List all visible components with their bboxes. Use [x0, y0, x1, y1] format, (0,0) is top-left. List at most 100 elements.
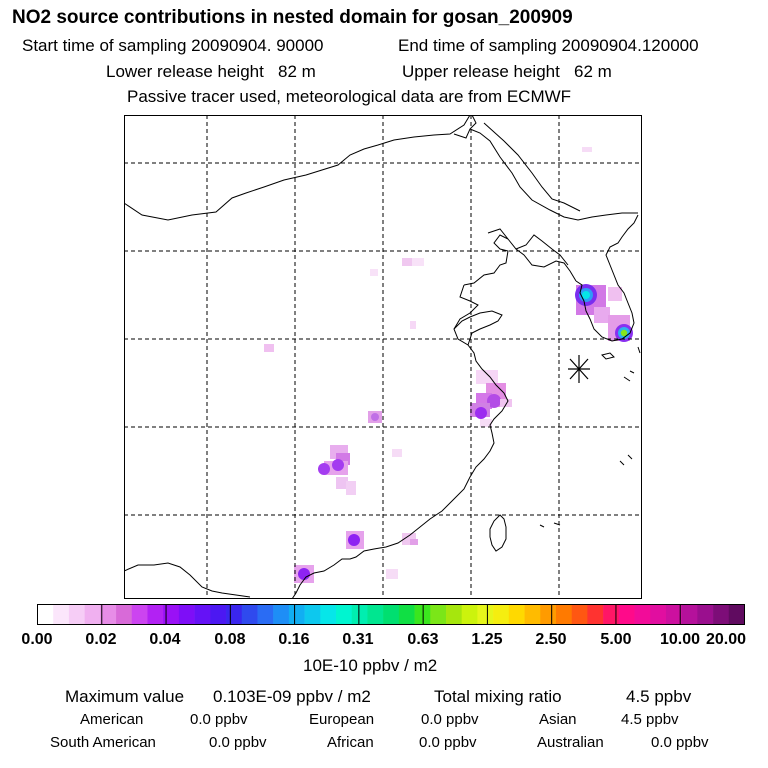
colorbar-tick-label: 0.16	[278, 631, 310, 648]
region-value: 0.0 ppbv	[419, 734, 477, 751]
region-name: Asian	[539, 711, 577, 728]
colorbar-swatch	[163, 604, 180, 625]
colorbar-swatch	[665, 604, 682, 625]
colorbar-swatch	[194, 604, 211, 625]
tsushima-islands	[623, 346, 641, 382]
total-mixing-ratio-label: Total mixing ratio	[434, 687, 562, 706]
taiwan-island	[489, 514, 507, 552]
mongolia-border	[124, 115, 471, 221]
lower-release-label: Lower release height 82 m	[106, 62, 316, 81]
colorbar-swatch	[84, 604, 101, 625]
colorbar-swatch	[304, 604, 321, 625]
colorbar-tick-label: 0.04	[149, 631, 181, 648]
map-frame	[124, 115, 642, 599]
shandong-peninsula	[453, 310, 503, 346]
colorbar-swatch	[147, 604, 164, 625]
colorbar-swatch	[555, 604, 572, 625]
manchuria-inner	[487, 228, 569, 266]
colorbar-swatch	[445, 604, 462, 625]
colorbar-swatch	[524, 604, 541, 625]
east-china-coast	[291, 284, 509, 599]
graticule	[124, 115, 642, 599]
max-value: 0.103E-09 ppbv / m2	[213, 687, 371, 706]
coastlines	[124, 115, 641, 599]
colorbar-tick-label: 0.31	[342, 631, 374, 648]
colorbar-swatch	[116, 604, 133, 625]
colorbar-swatch	[398, 604, 415, 625]
colorbar-swatch	[697, 604, 714, 625]
bohai-coast	[463, 234, 509, 286]
colorbar-tick-label: 0.08	[214, 631, 246, 648]
colorbar-swatch	[650, 604, 667, 625]
colorbar-swatch	[100, 604, 117, 625]
total-mixing-ratio-value: 4.5 ppbv	[626, 687, 692, 706]
tracer-note: Passive tracer used, meteorological data…	[127, 87, 572, 106]
colorbar-swatch	[603, 604, 620, 625]
plume-korea	[575, 147, 633, 342]
plume-north-china	[264, 258, 424, 352]
colorbar-unit: 10E-10 ppbv / m2	[303, 656, 438, 675]
colorbar-swatch	[540, 604, 557, 625]
colorbar-swatch	[53, 604, 70, 625]
start-time-label: Start time of sampling 20090904. 90000	[22, 36, 324, 55]
region-name: American	[80, 711, 144, 728]
region-value: 0.0 ppbv	[421, 711, 479, 728]
colorbar-swatch	[37, 604, 54, 625]
max-value-label: Maximum value	[65, 687, 185, 706]
colorbar-tick-label: 0.63	[407, 631, 439, 648]
colorbar-swatch	[320, 604, 337, 625]
colorbar-tick-label: 0.00	[21, 631, 53, 648]
russia-coast-north	[483, 122, 581, 212]
plot-title: NO2 source contributions in nested domai…	[12, 7, 573, 28]
colorbar-swatch	[241, 604, 258, 625]
colorbar-swatch	[414, 604, 431, 625]
colorbar-swatch	[634, 604, 651, 625]
china-korea-russia-border	[469, 128, 638, 221]
colorbar-swatch	[508, 604, 525, 625]
jeju-island	[601, 352, 615, 360]
plume-yangtze-delta	[368, 370, 512, 427]
colorbar-swatch	[681, 604, 698, 625]
colorbar-tick-label: 0.02	[85, 631, 117, 648]
colorbar-swatch	[461, 604, 478, 625]
region-name: South American	[50, 734, 156, 751]
region-value: 0.0 ppbv	[651, 734, 709, 751]
colorbar-swatch	[131, 604, 148, 625]
northeast-coast	[515, 248, 577, 282]
plume-sichuan	[318, 445, 402, 495]
colorbar-swatches	[37, 604, 745, 625]
colorbar-swatch	[383, 604, 400, 625]
map-panel	[124, 115, 642, 599]
colorbar-swatch	[728, 604, 745, 625]
colorbar-swatch	[288, 604, 305, 625]
colorbar-swatch	[257, 604, 274, 625]
colorbar-tick-label: 5.00	[600, 631, 632, 648]
region-name: Australian	[537, 734, 604, 751]
colorbar-tick-label: 2.50	[535, 631, 567, 648]
colorbar-frame	[37, 604, 745, 625]
colorbar-swatch	[367, 604, 384, 625]
colorbar-tick-label: 10.00	[659, 631, 701, 648]
colorbar-tick-label: 1.25	[471, 631, 503, 648]
colorbar-swatch	[493, 604, 510, 625]
region-value: 0.0 ppbv	[209, 734, 267, 751]
ryukyu-islands	[539, 454, 633, 528]
colorbar-dividers	[101, 604, 681, 625]
colorbar-swatch	[713, 604, 730, 625]
upper-release-label: Upper release height 62 m	[402, 62, 612, 81]
korea-coast	[575, 214, 639, 342]
region-name: African	[327, 734, 374, 751]
colorbar-swatch	[477, 604, 494, 625]
colorbar-tick-label: 20.00	[705, 631, 747, 648]
colorbar	[37, 604, 745, 625]
colorbar-swatch	[336, 604, 353, 625]
hainan-border	[124, 562, 251, 598]
colorbar-swatch	[273, 604, 290, 625]
colorbar-swatch	[587, 604, 604, 625]
colorbar-swatch	[618, 604, 635, 625]
receptor-star-icon	[568, 355, 590, 383]
region-name: European	[309, 711, 375, 728]
region-value: 0.0 ppbv	[190, 711, 248, 728]
colorbar-swatch	[178, 604, 195, 625]
colorbar-swatch	[571, 604, 588, 625]
